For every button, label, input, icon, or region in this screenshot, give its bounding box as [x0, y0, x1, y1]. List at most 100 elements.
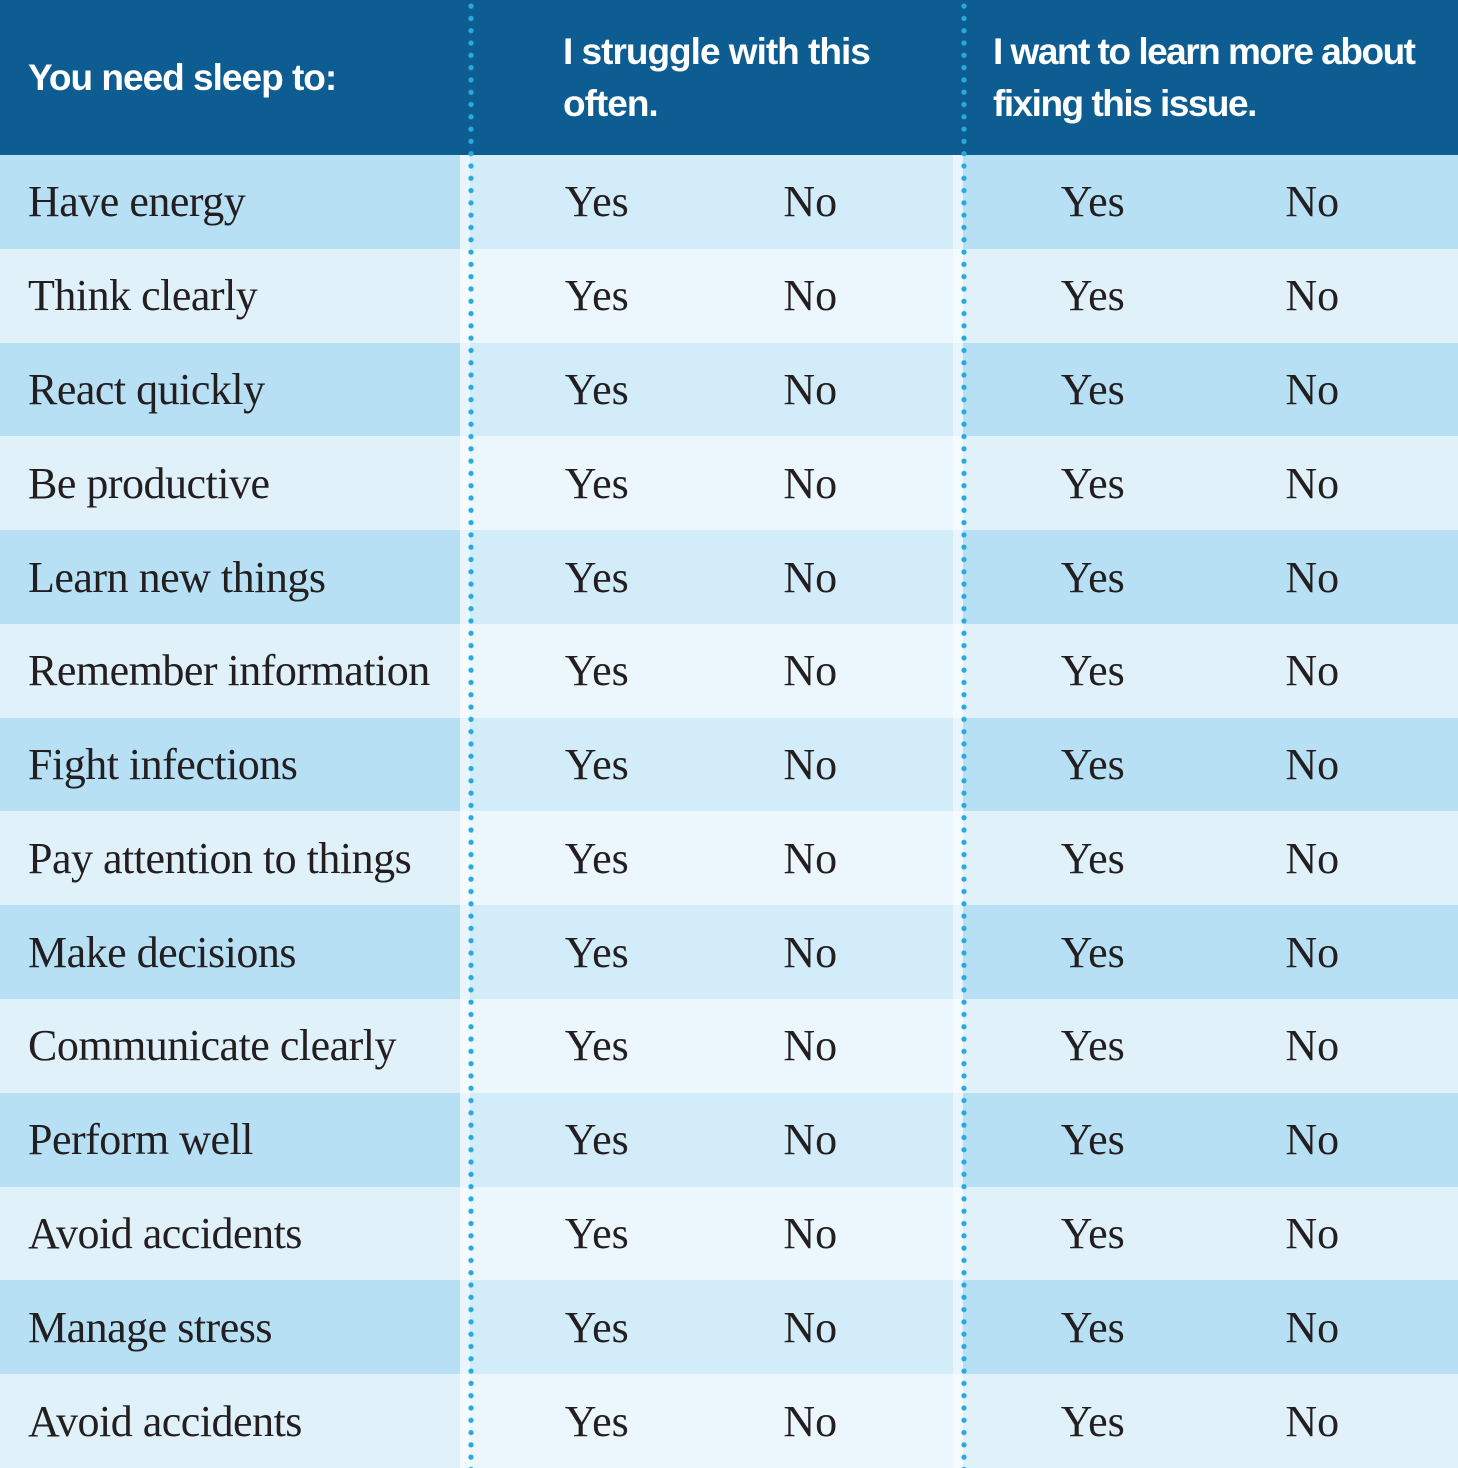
learn-more-yes-option[interactable]: Yes — [1060, 271, 1125, 321]
struggle-yes-option[interactable]: Yes — [564, 833, 629, 883]
struggle-often-answer-cell: Yes No — [470, 1374, 953, 1468]
learn-more-yes-option[interactable]: Yes — [1060, 1208, 1125, 1258]
learn-more-no-option[interactable]: No — [1285, 458, 1340, 508]
row-label-text: Fight infections — [28, 740, 298, 790]
struggle-yes-option[interactable]: Yes — [564, 1302, 629, 1352]
learn-more-no-option[interactable]: No — [1285, 364, 1340, 414]
learn-more-yes-option[interactable]: Yes — [1060, 646, 1125, 696]
row-label-text: Avoid accidents — [28, 1208, 302, 1258]
struggle-yes-option[interactable]: Yes — [564, 646, 629, 696]
struggle-yes-option[interactable]: Yes — [564, 271, 629, 321]
column-divider-gutter — [953, 342, 963, 437]
row-label: Think clearly — [0, 248, 460, 343]
learn-more-no-option[interactable]: No — [1285, 646, 1340, 696]
struggle-no-option[interactable]: No — [783, 927, 838, 977]
column-divider-gutter — [953, 1186, 963, 1281]
learn-more-yes-option[interactable]: Yes — [1060, 1302, 1125, 1352]
table-row: Make decisions Yes No Yes No — [0, 905, 1458, 1000]
row-label-text: Learn new things — [28, 552, 326, 602]
struggle-no-option[interactable]: No — [783, 646, 838, 696]
learn-more-yes-option[interactable]: Yes — [1060, 552, 1125, 602]
learn-more-yes-option[interactable]: Yes — [1060, 177, 1125, 227]
learn-more-no-option[interactable]: No — [1285, 1208, 1340, 1258]
learn-more-no-option[interactable]: No — [1285, 552, 1340, 602]
struggle-no-option[interactable]: No — [783, 177, 838, 227]
struggle-yes-option[interactable]: Yes — [564, 1021, 629, 1071]
learn-more-no-option[interactable]: No — [1285, 177, 1340, 227]
learn-more-yes-option[interactable]: Yes — [1060, 740, 1125, 790]
row-label: Be productive — [0, 436, 460, 531]
row-label-text: Manage stress — [28, 1302, 273, 1352]
struggle-yes-option[interactable]: Yes — [564, 740, 629, 790]
column-divider-gutter — [953, 155, 963, 249]
learn-more-yes-option[interactable]: Yes — [1060, 1396, 1125, 1446]
learn-more-no-option[interactable]: No — [1285, 271, 1340, 321]
row-label: Pay attention to things — [0, 811, 460, 906]
learn-more-no-option[interactable]: No — [1285, 1021, 1340, 1071]
row-label-text: Remember information — [28, 646, 430, 696]
struggle-often-answer-cell: Yes No — [470, 1186, 953, 1281]
struggle-no-option[interactable]: No — [783, 1396, 838, 1446]
column-divider-gutter — [460, 1374, 470, 1468]
learn-more-yes-option[interactable]: Yes — [1060, 1021, 1125, 1071]
struggle-yes-option[interactable]: Yes — [564, 927, 629, 977]
learn-more-no-option[interactable]: No — [1285, 833, 1340, 883]
column-divider-gutter — [953, 717, 963, 812]
learn-more-answer-cell: Yes No — [963, 999, 1458, 1093]
learn-more-yes-option[interactable]: Yes — [1060, 1115, 1125, 1165]
struggle-yes-option[interactable]: Yes — [564, 364, 629, 414]
header-col-struggle-often: I struggle with this often. — [563, 30, 871, 124]
struggle-often-answer-cell: Yes No — [470, 436, 953, 531]
struggle-no-option[interactable]: No — [783, 740, 838, 790]
table-row: Manage stress Yes No Yes No — [0, 1280, 1458, 1375]
struggle-often-answer-cell: Yes No — [470, 342, 953, 437]
struggle-yes-option[interactable]: Yes — [564, 458, 629, 508]
struggle-no-option[interactable]: No — [783, 1115, 838, 1165]
learn-more-no-option[interactable]: No — [1285, 740, 1340, 790]
struggle-yes-option[interactable]: Yes — [564, 552, 629, 602]
table-row: Be productive Yes No Yes No — [0, 436, 1458, 531]
struggle-no-option[interactable]: No — [783, 552, 838, 602]
column-divider-gutter — [953, 811, 963, 906]
column-divider-gutter — [460, 811, 470, 906]
table-row: Pay attention to things Yes No Yes No — [0, 811, 1458, 906]
struggle-yes-option[interactable]: Yes — [564, 177, 629, 227]
learn-more-no-option[interactable]: No — [1285, 927, 1340, 977]
learn-more-yes-option[interactable]: Yes — [1060, 364, 1125, 414]
learn-more-yes-option[interactable]: Yes — [1060, 458, 1125, 508]
column-divider-gutter — [460, 1092, 470, 1187]
learn-more-no-option[interactable]: No — [1285, 1115, 1340, 1165]
row-label: Have energy — [0, 155, 460, 249]
table-body: Have energy Yes No Yes No Think clearly … — [0, 155, 1458, 1468]
learn-more-answer-cell: Yes No — [963, 248, 1458, 343]
struggle-no-option[interactable]: No — [783, 833, 838, 883]
row-label: React quickly — [0, 342, 460, 437]
learn-more-yes-option[interactable]: Yes — [1060, 833, 1125, 883]
struggle-yes-option[interactable]: Yes — [564, 1396, 629, 1446]
column-divider-gutter — [460, 248, 470, 343]
column-divider-gutter — [953, 1092, 963, 1187]
row-label-text: Avoid accidents — [28, 1396, 302, 1446]
struggle-often-answer-cell: Yes No — [470, 248, 953, 343]
learn-more-no-option[interactable]: No — [1285, 1302, 1340, 1352]
struggle-no-option[interactable]: No — [783, 1021, 838, 1071]
row-label-text: Communicate clearly — [28, 1021, 397, 1071]
row-label: Make decisions — [0, 905, 460, 1000]
struggle-often-answer-cell: Yes No — [470, 1280, 953, 1375]
struggle-yes-option[interactable]: Yes — [564, 1208, 629, 1258]
column-divider-gutter — [953, 905, 963, 1000]
column-divider-gutter — [460, 530, 470, 624]
row-label-text: React quickly — [28, 364, 265, 414]
learn-more-no-option[interactable]: No — [1285, 1396, 1340, 1446]
column-divider-gutter — [953, 623, 963, 718]
column-divider-gutter — [460, 999, 470, 1093]
learn-more-answer-cell: Yes No — [963, 530, 1458, 624]
struggle-no-option[interactable]: No — [783, 1208, 838, 1258]
learn-more-yes-option[interactable]: Yes — [1060, 927, 1125, 977]
row-label-text: Have energy — [28, 177, 246, 227]
struggle-no-option[interactable]: No — [783, 271, 838, 321]
struggle-no-option[interactable]: No — [783, 364, 838, 414]
struggle-yes-option[interactable]: Yes — [564, 1115, 629, 1165]
struggle-no-option[interactable]: No — [783, 1302, 838, 1352]
struggle-no-option[interactable]: No — [783, 458, 838, 508]
